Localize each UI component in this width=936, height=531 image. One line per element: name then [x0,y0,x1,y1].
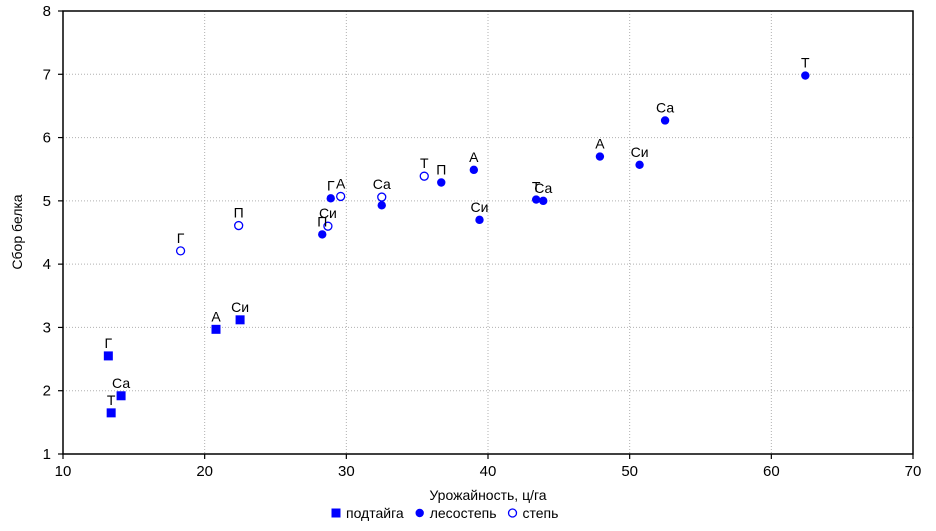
y-tick-label: 6 [43,130,51,147]
data-point [175,246,186,256]
data-point [211,324,221,334]
x-tick-label: 40 [480,463,497,480]
data-point [323,221,333,231]
data-points [103,71,810,418]
y-tick-label: 2 [43,383,51,400]
data-point [234,220,244,231]
data-point [419,171,429,181]
point-label: Т [801,55,810,71]
point-label: А [595,136,605,152]
data-point [318,230,327,239]
data-point [595,152,605,161]
legend-marker [415,508,424,518]
legend-label: степь [523,505,559,521]
data-point [116,391,126,401]
data-point [235,315,245,325]
x-tick-label: 10 [55,463,72,480]
point-label: Г [105,335,113,351]
x-tick-label: 20 [196,463,213,480]
point-label: Г [177,230,185,246]
legend-marker [507,508,518,518]
data-point [801,71,810,80]
point-label: Г [327,177,335,193]
point-label: Си [471,199,489,215]
y-tick-label: 4 [43,256,51,273]
point-label: Си [319,205,337,221]
y-tick-label: 1 [43,446,51,463]
point-label: П [317,213,327,229]
x-tick-label: 70 [905,463,922,480]
data-point [469,165,479,175]
data-point [103,351,113,361]
data-point [377,201,386,210]
y-tick-label: 8 [43,3,51,20]
point-label: П [234,205,244,221]
point-label: Са [656,99,674,115]
axis-ticks: 10 20 30 40 50 60 70 1 2 3 4 5 6 7 8 [43,3,922,480]
point-label: А [336,175,346,191]
point-label: Т [420,155,429,171]
data-point [377,192,387,202]
x-tick-label: 60 [763,463,780,480]
point-label: Т [532,179,541,195]
grid [63,11,913,454]
data-point [475,215,484,225]
legend: подтайга лесостепь степь [331,505,559,521]
legend-marker [331,508,341,518]
point-label: Са [534,180,552,196]
data-point [635,160,644,169]
y-tick-label: 3 [43,319,51,336]
data-point [437,178,446,187]
legend-label: лесостепь [430,505,497,521]
point-label: Са [373,176,391,192]
point-label: Си [631,144,649,160]
point-label: А [469,149,479,165]
legend-label: подтайга [346,505,404,521]
point-label: А [211,308,221,324]
point-label: П [436,162,446,178]
point-label: Са [112,375,130,391]
x-tick-label: 30 [338,463,355,480]
data-point [539,196,548,206]
y-axis-title: Сбор белка [9,194,25,269]
data-point [336,191,346,202]
data-point [660,116,670,125]
point-label: Т [107,392,116,408]
y-tick-label: 7 [43,66,51,83]
x-axis-title: Урожайность, ц/га [429,487,546,503]
y-tick-label: 5 [43,193,51,210]
data-point [106,408,116,418]
point-label: Си [231,299,249,315]
x-tick-label: 50 [621,463,638,480]
data-point [531,195,541,204]
data-point [326,194,335,203]
